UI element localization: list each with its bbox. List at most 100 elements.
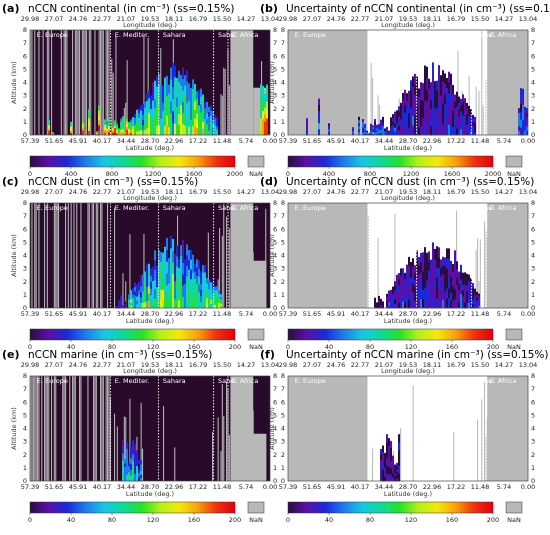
- data-cell: [126, 467, 128, 475]
- data-cell: [132, 301, 134, 306]
- data-cell: [192, 107, 194, 117]
- data-cell: [386, 298, 388, 302]
- data-cell: [70, 132, 72, 136]
- data-cell: [122, 460, 124, 468]
- nan-strip: [101, 30, 103, 135]
- data-cell: [432, 98, 434, 112]
- data-cell: [378, 297, 380, 301]
- data-cell: [48, 129, 50, 133]
- data-cell: [380, 132, 382, 136]
- colorbar-tick-label: 800: [364, 170, 376, 178]
- data-cell: [188, 288, 190, 299]
- data-cell: [214, 286, 216, 291]
- data-cell: [138, 117, 140, 123]
- data-cell: [430, 117, 432, 127]
- data-cell: [266, 84, 268, 94]
- data-cell: [156, 95, 158, 107]
- data-cell: [186, 265, 188, 277]
- data-cell: [132, 447, 134, 455]
- data-cell: [214, 293, 216, 298]
- nan-strip: [212, 432, 214, 481]
- data-cell: [388, 438, 390, 446]
- data-cell: [214, 118, 216, 123]
- data-cell: [408, 290, 410, 300]
- data-cell: [144, 283, 146, 291]
- data-cell: [392, 455, 394, 461]
- data-cell: [146, 100, 148, 108]
- altitude-axis-label: Altitude (km): [10, 61, 18, 104]
- data-cell: [394, 478, 396, 482]
- data-cell: [400, 113, 402, 120]
- data-cell: [416, 250, 418, 261]
- data-cell: [204, 107, 206, 114]
- plot-frame: [287, 29, 529, 136]
- altitude-tick-label: 1: [273, 118, 277, 126]
- data-cell: [192, 299, 194, 309]
- data-cell: [208, 284, 210, 290]
- data-cell: [418, 88, 420, 97]
- data-cell: [154, 298, 156, 309]
- altitude-tick-label: 6: [23, 398, 27, 406]
- data-cell: [182, 123, 184, 136]
- data-cell: [132, 132, 134, 136]
- data-cell: [158, 298, 160, 309]
- data-cell: [380, 304, 382, 307]
- data-cell: [144, 295, 146, 303]
- data-cell: [158, 278, 160, 290]
- data-cell: [410, 125, 412, 136]
- data-cell: [124, 303, 126, 306]
- data-cell: [212, 123, 214, 128]
- data-cell: [448, 82, 450, 94]
- data-cell: [390, 304, 392, 309]
- data-cell: [468, 130, 470, 136]
- data-cell: [152, 108, 154, 118]
- data-cell: [358, 131, 360, 136]
- data-cell: [444, 291, 446, 300]
- latitude-tick-label: 40.17: [93, 137, 112, 145]
- data-cell: [388, 302, 390, 306]
- altitude-tick-label: 5: [273, 411, 277, 419]
- colorbar-tick-label: 400: [65, 170, 77, 178]
- data-cell: [188, 83, 190, 93]
- data-cell: [134, 117, 136, 122]
- data-cell: [434, 81, 436, 91]
- data-cell: [106, 121, 108, 125]
- latitude-tick-label: 5.74: [239, 137, 253, 145]
- data-cell: [216, 300, 218, 305]
- nan-strip: [123, 107, 125, 135]
- data-cell: [398, 434, 400, 443]
- data-cell: [468, 125, 470, 131]
- data-cell: [142, 119, 144, 126]
- data-cell: [174, 298, 176, 309]
- data-cell: [428, 251, 430, 262]
- data-cell: [160, 261, 162, 272]
- altitude-tick-label: 1: [273, 464, 277, 472]
- data-cell: [156, 293, 158, 302]
- data-cell: [458, 301, 460, 309]
- nan-strip: [77, 30, 79, 135]
- data-cell: [318, 122, 320, 130]
- data-cell: [396, 296, 398, 303]
- data-cell: [166, 115, 168, 126]
- data-cell: [168, 257, 170, 267]
- data-cell: [124, 131, 126, 133]
- data-cell: [122, 474, 124, 482]
- data-cell: [130, 457, 132, 465]
- nan-strip: [129, 398, 131, 481]
- data-cell: [368, 132, 370, 134]
- data-cell: [142, 296, 144, 303]
- data-cell: [440, 115, 442, 126]
- data-cell: [204, 124, 206, 130]
- data-cell: [176, 276, 178, 288]
- data-cell: [200, 301, 202, 309]
- data-cell: [122, 305, 124, 307]
- data-cell: [448, 298, 450, 309]
- nan-strip: [55, 376, 57, 481]
- data-cell: [424, 65, 426, 78]
- nan-label: NaN: [507, 170, 521, 178]
- data-cell: [406, 121, 408, 129]
- data-cell: [388, 445, 390, 453]
- data-cell: [466, 108, 468, 115]
- data-cell: [470, 293, 472, 299]
- data-cell: [436, 256, 438, 268]
